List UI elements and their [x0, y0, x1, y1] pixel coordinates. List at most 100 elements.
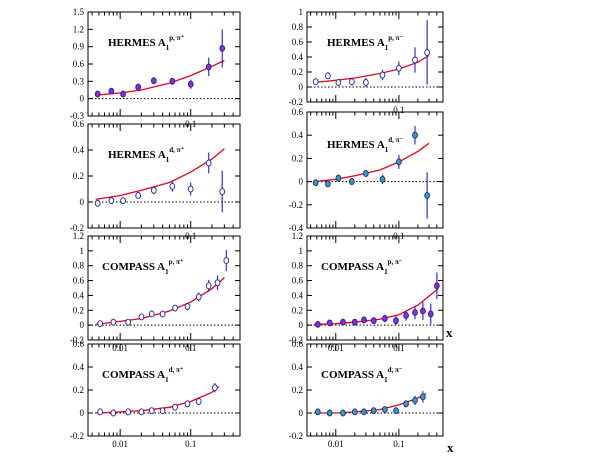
- data-point: [219, 44, 226, 52]
- y-tick-label: 1.2: [73, 231, 84, 241]
- x-tick-label: 0.1: [185, 439, 196, 449]
- y-tick-label: 0.8: [292, 261, 304, 271]
- data-point: [97, 408, 103, 416]
- data-point: [184, 303, 191, 311]
- data-point: [212, 384, 218, 392]
- y-tick-label: 0: [299, 408, 304, 418]
- y-tick-label: -0.3: [70, 111, 85, 121]
- panel-title-subscript: 1: [165, 268, 169, 276]
- data-point: [315, 320, 321, 328]
- data-point: [150, 77, 157, 85]
- data-point: [195, 398, 202, 405]
- data-point: [214, 279, 221, 287]
- panel-title-superscript: p, π⁺: [169, 258, 184, 266]
- panel-title: COMPASS A1d, π⁺: [102, 366, 184, 384]
- x-axis-label-left: x: [446, 325, 453, 340]
- data-point: [340, 318, 346, 326]
- y-tick-label: 0.6: [73, 339, 85, 349]
- panel-title-subscript: 1: [165, 376, 169, 384]
- data-point: [361, 408, 367, 416]
- y-tick-label: 0.6: [292, 37, 304, 47]
- data-point: [370, 407, 377, 415]
- data-point: [393, 407, 399, 415]
- data-point: [148, 407, 155, 415]
- panel-title-superscript: d, π⁻: [388, 136, 403, 144]
- data-point: [335, 79, 342, 86]
- panel-compass-deuteron-plus: -0.2 0 0.2 0.4 0.6 0.01 0.1 COMPASS A1d, π⁺: [70, 339, 241, 449]
- y-tick-label: 0.6: [292, 107, 304, 117]
- data-point: [403, 312, 409, 319]
- panel-title-experiment: COMPASS A: [102, 369, 165, 381]
- data-point: [172, 403, 178, 411]
- panel-title-subscript: 1: [384, 268, 388, 276]
- theory-curve: [313, 288, 439, 326]
- panel-title: COMPASS A1p, π⁻: [321, 258, 403, 276]
- data-point: [326, 409, 333, 417]
- y-tick-label: 0.6: [73, 276, 85, 286]
- panel-title-subscript: 1: [166, 156, 170, 164]
- plot-frame: [306, 235, 444, 341]
- data-point: [351, 318, 358, 326]
- data-point: [349, 178, 355, 186]
- data-point: [138, 313, 145, 321]
- panel-title: COMPASS A1d, π⁻: [321, 366, 403, 384]
- y-tick-label: 0: [80, 94, 85, 104]
- theory-curve: [95, 59, 225, 96]
- data-point: [184, 400, 191, 408]
- panel-title-superscript: d, π⁻: [388, 366, 403, 374]
- y-tick-label: 0.4: [292, 52, 304, 62]
- y-tick-label: 0.2: [292, 153, 303, 163]
- data-point: [150, 186, 157, 194]
- panel-title-superscript: p, π⁺: [169, 34, 184, 42]
- y-tick-label: 0: [80, 408, 85, 418]
- data-point: [340, 409, 346, 417]
- y-tick-label: 1.2: [292, 231, 303, 241]
- data-point: [94, 90, 101, 98]
- panel-hermes-deuteron-minus: -0.4 -0.2 0 0.2 0.4 0.6 0.1 HERMES A1 d, π⁻: [289, 107, 444, 241]
- data-point: [424, 192, 430, 199]
- data-point: [205, 282, 212, 290]
- data-point: [396, 158, 402, 166]
- data-point: [420, 393, 426, 401]
- panel-compass-deuteron-minus: -0.2 0 0.2 0.4 0.6 0.01 0.1 COMPASS A1d, π⁻: [289, 339, 444, 449]
- panel-title-experiment: HERMES A: [327, 37, 385, 49]
- x-tick-label: 0.01: [112, 439, 128, 449]
- data-point: [148, 310, 155, 318]
- panel-title-experiment: COMPASS A: [102, 261, 165, 273]
- y-tick-label: 0.6: [73, 59, 85, 69]
- data-point: [172, 304, 178, 312]
- panel-title-superscript: d, π⁺: [169, 366, 184, 374]
- y-tick-label: 0.8: [73, 261, 85, 271]
- data-point: [97, 320, 103, 328]
- y-tick-label: 0: [299, 82, 304, 92]
- data-point: [187, 185, 194, 193]
- data-point: [351, 408, 358, 416]
- panel-title-subscript: 1: [385, 44, 389, 52]
- data-point: [120, 197, 126, 205]
- data-point: [382, 406, 388, 413]
- plot-frame: [306, 111, 444, 229]
- theory-curve: [95, 148, 225, 201]
- data-point: [108, 87, 115, 95]
- panel-title-subscript: 1: [384, 376, 388, 384]
- theory-curve: [313, 392, 427, 414]
- data-point: [349, 78, 355, 86]
- y-tick-label: -0.2: [70, 223, 84, 233]
- x-tick-label: 0.1: [393, 439, 404, 449]
- data-point: [412, 56, 418, 64]
- plot-frame: [87, 123, 241, 229]
- data-point: [94, 199, 101, 207]
- data-point: [412, 131, 418, 139]
- y-tick-label: 0.6: [73, 119, 85, 129]
- data-point: [138, 408, 145, 416]
- panel-title: HERMES A1 p, π⁻: [327, 34, 403, 52]
- y-tick-label: 0.6: [292, 276, 304, 286]
- x-axis-label-right: x: [447, 440, 454, 455]
- data-point: [335, 174, 342, 182]
